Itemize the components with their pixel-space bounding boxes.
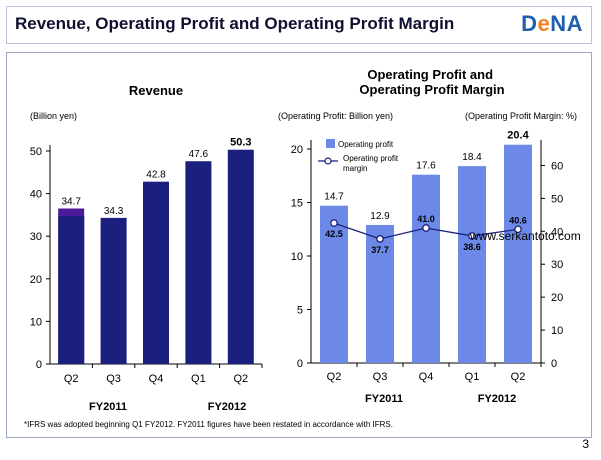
- op-axes: 0 5 10 15 20 0 10 20 30 40 50 60: [291, 140, 563, 370]
- op-right-tick-label: 10: [551, 325, 563, 337]
- revenue-bar: [143, 181, 169, 364]
- revenue-group-fy2012: FY2012: [208, 401, 247, 413]
- legend-label-margin-2: margin: [343, 164, 367, 173]
- op-right-tick-label: 20: [551, 292, 563, 304]
- dena-logo: DeNA: [521, 11, 583, 36]
- revenue-x-tick-label: Q3: [106, 373, 121, 385]
- revenue-group-fy2011: FY2011: [89, 401, 127, 413]
- op-profit-bar: [458, 166, 486, 363]
- op-left-tick-label: 0: [297, 358, 303, 370]
- revenue-value-label: 47.6: [189, 149, 209, 160]
- header-bar: Revenue, Operating Profit and Operating …: [6, 6, 592, 44]
- op-profit-value-label: 18.4: [462, 152, 482, 163]
- revenue-bar: [185, 161, 212, 364]
- revenue-value-label: 50.3: [230, 137, 251, 149]
- revenue-bars: 34.7 Q2 34.3 Q3 42.8 Q4 47.6 Q1 50.3 Q2: [58, 137, 263, 385]
- op-profit-value-label: 14.7: [324, 192, 344, 203]
- revenue-axis: 0 10 20 30 40 50: [30, 145, 262, 371]
- op-right-tick-label: 60: [551, 160, 563, 172]
- revenue-y-tick-label: 0: [36, 359, 42, 371]
- op-x-tick-label: Q3: [373, 371, 388, 383]
- op-left-tick-label: 20: [291, 144, 303, 156]
- legend-swatch-bar: [326, 139, 335, 148]
- revenue-x-tick-label: Q1: [191, 373, 206, 385]
- legend-marker: [324, 157, 332, 165]
- op-margin-marker: [422, 224, 430, 232]
- op-margin-marker: [376, 235, 384, 243]
- revenue-y-tick-label: 40: [30, 189, 42, 201]
- op-right-unit-label: (Operating Profit Margin: %): [465, 111, 577, 121]
- legend-label-op-profit: Operating profit: [338, 140, 394, 149]
- op-margin-line: 42.5 37.7 41.0 38.6 40.6: [325, 214, 527, 255]
- operating-profit-chart: Operating Profit and Operating Profit Ma…: [278, 67, 577, 405]
- op-margin-value-label: 40.6: [509, 215, 527, 225]
- op-margin-marker: [514, 225, 522, 234]
- op-x-tick-label: Q2: [511, 371, 526, 383]
- op-left-tick-label: 15: [291, 198, 303, 210]
- op-x-tick-label: Q1: [465, 371, 480, 383]
- legend-label-margin-1: Operating profit: [343, 154, 399, 163]
- revenue-x-tick-label: Q4: [149, 373, 164, 385]
- revenue-y-tick-label: 20: [30, 274, 42, 286]
- op-group-fy2012: FY2012: [478, 393, 517, 405]
- op-left-tick-label: 10: [291, 251, 303, 263]
- revenue-value-label: 34.3: [104, 206, 124, 217]
- revenue-unit-label: (Billion yen): [30, 111, 77, 121]
- op-left-tick-label: 5: [297, 305, 303, 317]
- op-right-tick-label: 30: [551, 259, 563, 271]
- op-margin-value-label: 38.6: [463, 242, 481, 252]
- op-x-tick-label: Q4: [419, 371, 434, 383]
- op-margin-value-label: 37.7: [371, 245, 389, 255]
- op-title-line2: Operating Profit Margin: [359, 82, 504, 97]
- revenue-y-tick-label: 50: [30, 146, 42, 158]
- revenue-y-tick-label: 10: [30, 316, 42, 328]
- revenue-x-tick-label: Q2: [233, 373, 248, 385]
- op-profit-value-label: 17.6: [416, 161, 436, 172]
- op-right-tick-label: 0: [551, 358, 557, 370]
- revenue-bar: [227, 149, 254, 364]
- watermark-text: www.serkantoto.com: [470, 229, 581, 243]
- slide-title: Revenue, Operating Profit and Operating …: [15, 14, 455, 33]
- op-profit-value-label: 20.4: [507, 130, 529, 142]
- op-profit-bar: [366, 224, 394, 363]
- op-margin-value-label: 41.0: [417, 214, 435, 224]
- revenue-bar: [100, 217, 127, 364]
- op-margin-marker: [330, 219, 338, 227]
- op-right-tick-label: 50: [551, 193, 563, 205]
- op-profit-bar: [504, 144, 532, 363]
- content-frame: [6, 52, 592, 438]
- op-group-fy2011: FY2011: [365, 393, 403, 405]
- op-margin-value-label: 42.5: [325, 229, 343, 239]
- footnote: *IFRS was adopted beginning Q1 FY2012. F…: [24, 420, 393, 429]
- revenue-x-tick-label: Q2: [64, 373, 79, 385]
- op-profit-value-label: 12.9: [370, 211, 390, 222]
- revenue-value-label: 42.8: [146, 170, 166, 181]
- op-chart-title: Operating Profit and Operating Profit Ma…: [359, 67, 504, 97]
- revenue-chart-title: Revenue: [129, 83, 183, 98]
- page-number: 3: [582, 437, 589, 451]
- op-bars: 14.7 Q2 12.9 Q3 17.6 Q4 18.4 Q1 20.4 Q2: [320, 130, 542, 383]
- op-legend: Operating profit Operating profit margin: [318, 139, 399, 173]
- op-right-tick-label: 40: [551, 226, 563, 238]
- revenue-chart: Revenue (Billion yen) 0 10 20 30 40 50 34.7 Q2…: [30, 83, 263, 413]
- revenue-y-tick-label: 30: [30, 231, 42, 243]
- op-margin-marker: [468, 232, 476, 240]
- op-profit-bar: [412, 174, 440, 363]
- op-profit-bar: [320, 205, 348, 363]
- op-x-tick-label: Q2: [327, 371, 342, 383]
- revenue-value-label: 34.7: [61, 197, 81, 208]
- op-title-line1: Operating Profit and: [367, 67, 493, 82]
- revenue-bar: [58, 216, 85, 364]
- op-left-unit-label: (Operating Profit: Billion yen): [278, 111, 393, 121]
